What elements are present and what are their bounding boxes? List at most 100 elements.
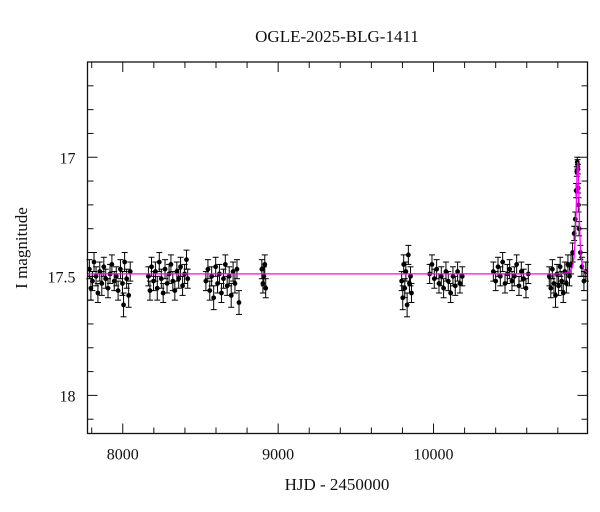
- data-point: [450, 273, 456, 279]
- data-point: [556, 283, 561, 289]
- data-point: [263, 285, 269, 291]
- data-point: [495, 264, 501, 270]
- data-point: [400, 295, 406, 301]
- data-point: [448, 290, 454, 296]
- data-point: [259, 266, 265, 272]
- data-point: [101, 264, 107, 270]
- data-point: [548, 285, 554, 291]
- data-point: [147, 288, 153, 294]
- data-point: [500, 259, 506, 265]
- data-point: [224, 283, 230, 289]
- data-point: [490, 269, 496, 274]
- data-point: [221, 276, 226, 282]
- data-point: [160, 290, 166, 296]
- data-point: [172, 288, 178, 294]
- data-point: [434, 266, 440, 272]
- data-point: [90, 278, 95, 284]
- data-point: [168, 262, 174, 267]
- data-point: [185, 276, 191, 282]
- data-point: [151, 278, 156, 284]
- data-point: [105, 285, 111, 291]
- data-point: [122, 259, 128, 265]
- data-point: [557, 264, 563, 270]
- data-point: [518, 269, 524, 274]
- data-point: [86, 266, 92, 272]
- data-point: [93, 273, 99, 279]
- data-point: [445, 278, 451, 284]
- data-point: [559, 278, 565, 284]
- data-point: [228, 292, 234, 298]
- data-point: [443, 269, 449, 274]
- data-point: [455, 269, 461, 274]
- tick-labels: 8000 9000 10000 17 17.5 18: [48, 150, 454, 463]
- data-point: [126, 292, 132, 298]
- data-point: [121, 302, 126, 308]
- x-tick-label: 10000: [414, 447, 454, 464]
- data-point: [232, 281, 238, 286]
- data-point: [226, 273, 232, 279]
- data-point: [563, 281, 569, 286]
- data-point: [109, 262, 115, 267]
- y-tick-label: 17: [60, 150, 76, 167]
- data-point: [401, 262, 407, 267]
- x-axis-label: HJD - 2450000: [285, 475, 390, 494]
- data-point: [493, 278, 499, 284]
- data-point: [146, 273, 151, 279]
- x-tick-label: 9000: [262, 447, 294, 464]
- plot-frame: [86, 61, 589, 435]
- data-point: [431, 276, 437, 282]
- data-point: [409, 290, 414, 296]
- data-point: [507, 266, 513, 272]
- data-point: [457, 281, 463, 286]
- data-point: [516, 283, 522, 289]
- data-point: [164, 281, 170, 286]
- x-tick-label: 8000: [107, 447, 139, 464]
- y-tick-label: 17.5: [48, 269, 76, 286]
- data-point: [170, 278, 176, 284]
- data-point: [103, 276, 109, 282]
- data-point: [521, 276, 527, 282]
- data-point: [230, 269, 236, 274]
- data-point: [207, 288, 213, 294]
- data-points: [86, 159, 589, 308]
- data-point: [523, 285, 529, 291]
- data-point: [213, 264, 219, 270]
- data-point: [154, 285, 160, 291]
- data-point: [111, 278, 117, 284]
- data-point: [438, 273, 444, 279]
- data-point: [553, 292, 558, 298]
- data-point: [551, 281, 557, 286]
- data-point: [403, 269, 409, 274]
- data-point: [88, 285, 94, 291]
- data-point: [514, 262, 520, 267]
- data-point: [408, 273, 413, 279]
- data-point: [215, 281, 220, 286]
- data-point: [441, 285, 447, 291]
- data-point: [178, 264, 183, 270]
- data-point: [174, 269, 180, 274]
- data-point: [546, 273, 552, 279]
- data-point: [91, 259, 97, 265]
- data-point: [219, 290, 224, 296]
- data-point: [452, 283, 458, 289]
- data-point: [402, 285, 408, 291]
- data-point: [97, 269, 103, 274]
- data-point: [127, 269, 133, 274]
- data-point: [262, 262, 268, 267]
- data-point: [152, 269, 158, 274]
- data-point: [234, 266, 240, 272]
- y-axis-label: I magnitude: [12, 207, 31, 289]
- data-point: [260, 281, 266, 286]
- axis-ticks: [87, 62, 588, 434]
- data-point: [509, 278, 515, 284]
- data-point: [560, 290, 566, 296]
- data-point: [581, 278, 587, 284]
- y-tick-label: 18: [60, 388, 76, 405]
- data-point: [118, 266, 123, 272]
- data-point: [407, 281, 412, 286]
- data-point: [158, 276, 164, 282]
- data-point: [209, 273, 215, 279]
- data-point: [205, 266, 211, 272]
- data-point: [120, 281, 125, 286]
- data-point: [203, 278, 209, 284]
